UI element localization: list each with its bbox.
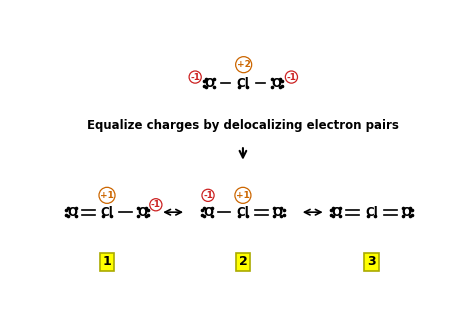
Text: Cl: Cl xyxy=(100,206,113,219)
Text: Equalize charges by delocalizing electron pairs: Equalize charges by delocalizing electro… xyxy=(87,119,399,132)
Text: O: O xyxy=(271,77,281,90)
Text: -1: -1 xyxy=(203,191,213,200)
Text: +1: +1 xyxy=(100,191,114,200)
Text: O: O xyxy=(332,206,342,219)
Text: O: O xyxy=(203,206,213,219)
Text: -1: -1 xyxy=(151,200,161,209)
Text: O: O xyxy=(137,206,147,219)
Text: 2: 2 xyxy=(238,255,247,268)
Text: -1: -1 xyxy=(286,72,296,81)
Text: Cl: Cl xyxy=(365,206,378,219)
Text: Cl: Cl xyxy=(237,77,249,90)
Text: 1: 1 xyxy=(103,255,111,268)
Text: O: O xyxy=(67,206,77,219)
Text: +1: +1 xyxy=(236,191,250,200)
Text: O: O xyxy=(205,77,215,90)
Text: -1: -1 xyxy=(190,72,200,81)
Text: 3: 3 xyxy=(367,255,376,268)
Text: O: O xyxy=(401,206,411,219)
Text: Cl: Cl xyxy=(237,206,249,219)
Text: +2: +2 xyxy=(237,60,251,69)
Text: O: O xyxy=(273,206,283,219)
